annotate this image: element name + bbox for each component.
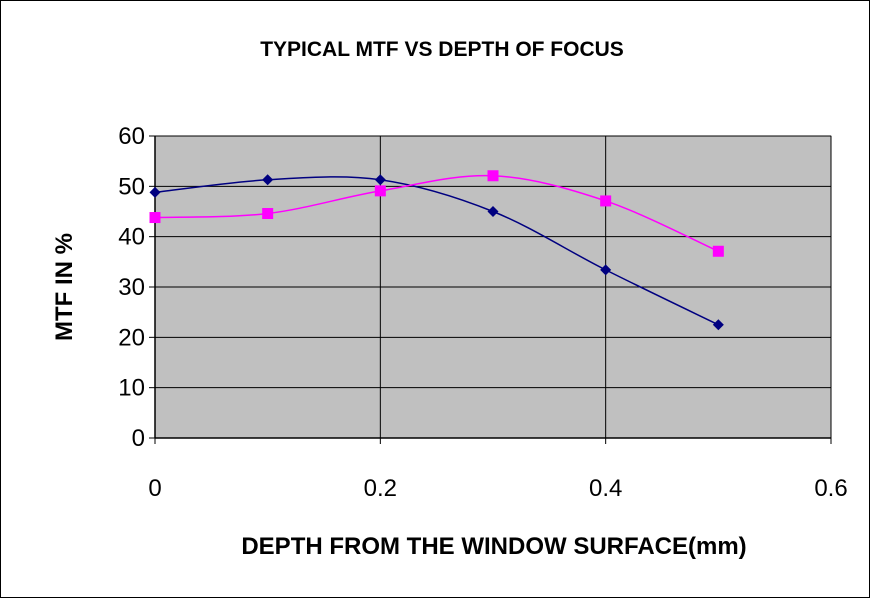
series-2-point	[712, 245, 724, 257]
chart-title: TYPICAL MTF VS DEPTH OF FOCUS	[260, 38, 624, 61]
series-2-point	[262, 208, 274, 220]
series-2-point	[374, 185, 386, 197]
series-1-point	[600, 264, 612, 276]
series-2-line	[154, 174, 719, 252]
series-1-point	[262, 174, 274, 186]
y-tick-label: 20	[118, 324, 145, 351]
y-tick-label: 50	[118, 173, 145, 200]
y-tick-label: 30	[118, 274, 145, 301]
y-tick-label: 40	[118, 224, 145, 251]
x-tick-label: 0	[148, 475, 161, 502]
series-1-point	[487, 206, 499, 217]
x-tick-label: 0.6	[814, 475, 847, 502]
series-2-point	[487, 170, 499, 182]
y-tick-label: 60	[118, 123, 145, 150]
series-1-point	[149, 186, 161, 198]
series-1-point	[712, 319, 724, 331]
y-axis-title: MTF IN %	[51, 233, 78, 341]
plot-area: 0 10 20 30 40 50 60 0 0.2 0.4 0.6	[118, 123, 847, 502]
y-tick-label: 0	[132, 425, 145, 452]
series-2-point	[600, 195, 612, 207]
x-tick-label: 0.4	[589, 475, 622, 502]
y-tick-label: 10	[118, 375, 145, 402]
x-axis-title: DEPTH FROM THE WINDOW SURFACE(mm)	[241, 533, 746, 560]
series-1-point	[374, 174, 386, 186]
series-2-point	[149, 212, 161, 224]
series-1-line	[154, 176, 719, 326]
x-tick-label: 0.2	[364, 475, 397, 502]
